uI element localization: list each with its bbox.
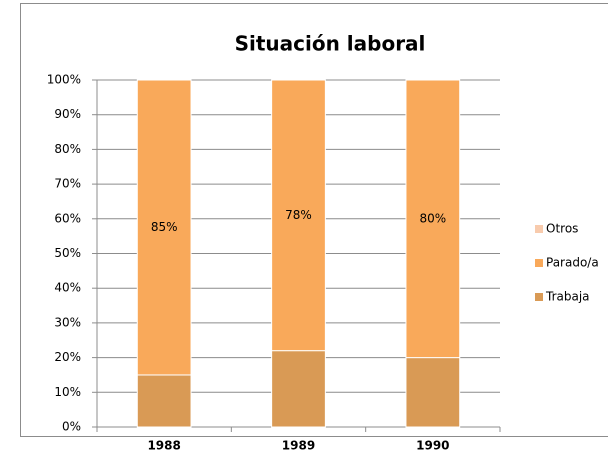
- data-label: 78%: [285, 208, 312, 222]
- bar-segment: [405, 357, 461, 428]
- y-tick-label: 100%: [47, 73, 81, 87]
- y-tick-label: 30%: [54, 315, 81, 329]
- chart-title: Situación laboral: [235, 32, 426, 56]
- y-tick-label: 70%: [54, 177, 81, 191]
- x-tick-label: 1989: [282, 439, 315, 453]
- y-tick-label: 10%: [54, 385, 81, 399]
- legend-label: Trabaja: [545, 290, 590, 304]
- y-tick-label: 50%: [54, 246, 81, 260]
- x-tick-label: 1988: [147, 439, 180, 453]
- y-tick-label: 60%: [54, 211, 81, 225]
- bar-segment: [271, 79, 326, 352]
- data-label: 80%: [419, 211, 446, 225]
- legend-label: Parado/a: [546, 256, 599, 270]
- legend-swatch: [535, 293, 543, 301]
- bar-segment: [136, 374, 192, 428]
- bar-segment: [136, 79, 192, 376]
- legend-swatch: [535, 225, 543, 233]
- legend-label: Otros: [546, 222, 578, 236]
- data-label: 85%: [151, 220, 178, 234]
- y-tick-label: 40%: [54, 281, 81, 295]
- y-tick-label: 90%: [54, 107, 81, 121]
- x-tick-label: 1990: [416, 439, 449, 453]
- bar-segment: [271, 350, 326, 428]
- y-tick-label: 20%: [54, 350, 81, 364]
- bar-segment: [405, 79, 461, 359]
- y-tick-label: 0%: [62, 420, 81, 434]
- y-tick-label: 80%: [54, 142, 81, 156]
- legend-swatch: [535, 259, 543, 267]
